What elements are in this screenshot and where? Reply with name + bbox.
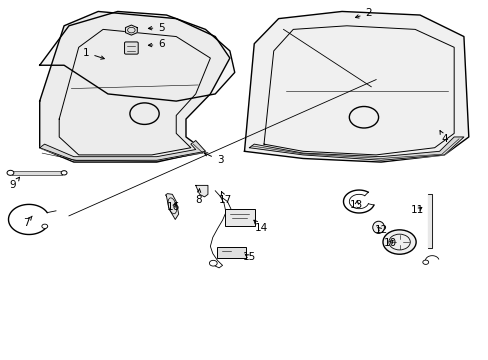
Circle shape: [61, 171, 67, 175]
Polygon shape: [125, 25, 137, 35]
Text: 6: 6: [148, 40, 164, 49]
FancyBboxPatch shape: [124, 42, 138, 54]
Text: 16: 16: [167, 202, 180, 212]
Text: 13: 13: [349, 200, 363, 210]
Circle shape: [7, 170, 14, 175]
FancyBboxPatch shape: [224, 209, 255, 226]
Text: 1: 1: [82, 48, 104, 59]
Text: 5: 5: [148, 23, 164, 33]
Text: 9: 9: [10, 177, 20, 190]
Text: 11: 11: [410, 206, 424, 216]
Polygon shape: [165, 194, 178, 220]
Circle shape: [209, 260, 217, 266]
Polygon shape: [40, 140, 205, 160]
Text: 14: 14: [253, 220, 267, 233]
Text: 7: 7: [22, 216, 32, 228]
Text: 12: 12: [374, 225, 387, 235]
Polygon shape: [40, 12, 229, 162]
FancyBboxPatch shape: [12, 171, 62, 175]
Text: 15: 15: [242, 252, 256, 262]
Polygon shape: [249, 137, 463, 160]
Polygon shape: [244, 12, 468, 162]
Circle shape: [42, 224, 48, 229]
Text: 2: 2: [355, 8, 371, 18]
Polygon shape: [195, 185, 207, 197]
Text: 3: 3: [203, 153, 223, 165]
Text: 17: 17: [218, 192, 231, 205]
Text: 8: 8: [194, 189, 201, 205]
Text: 10: 10: [384, 238, 397, 248]
Polygon shape: [427, 194, 431, 248]
Circle shape: [422, 260, 428, 264]
Ellipse shape: [372, 221, 384, 233]
FancyBboxPatch shape: [216, 247, 245, 258]
Text: 4: 4: [439, 131, 447, 144]
Polygon shape: [40, 12, 234, 101]
Circle shape: [382, 230, 415, 254]
